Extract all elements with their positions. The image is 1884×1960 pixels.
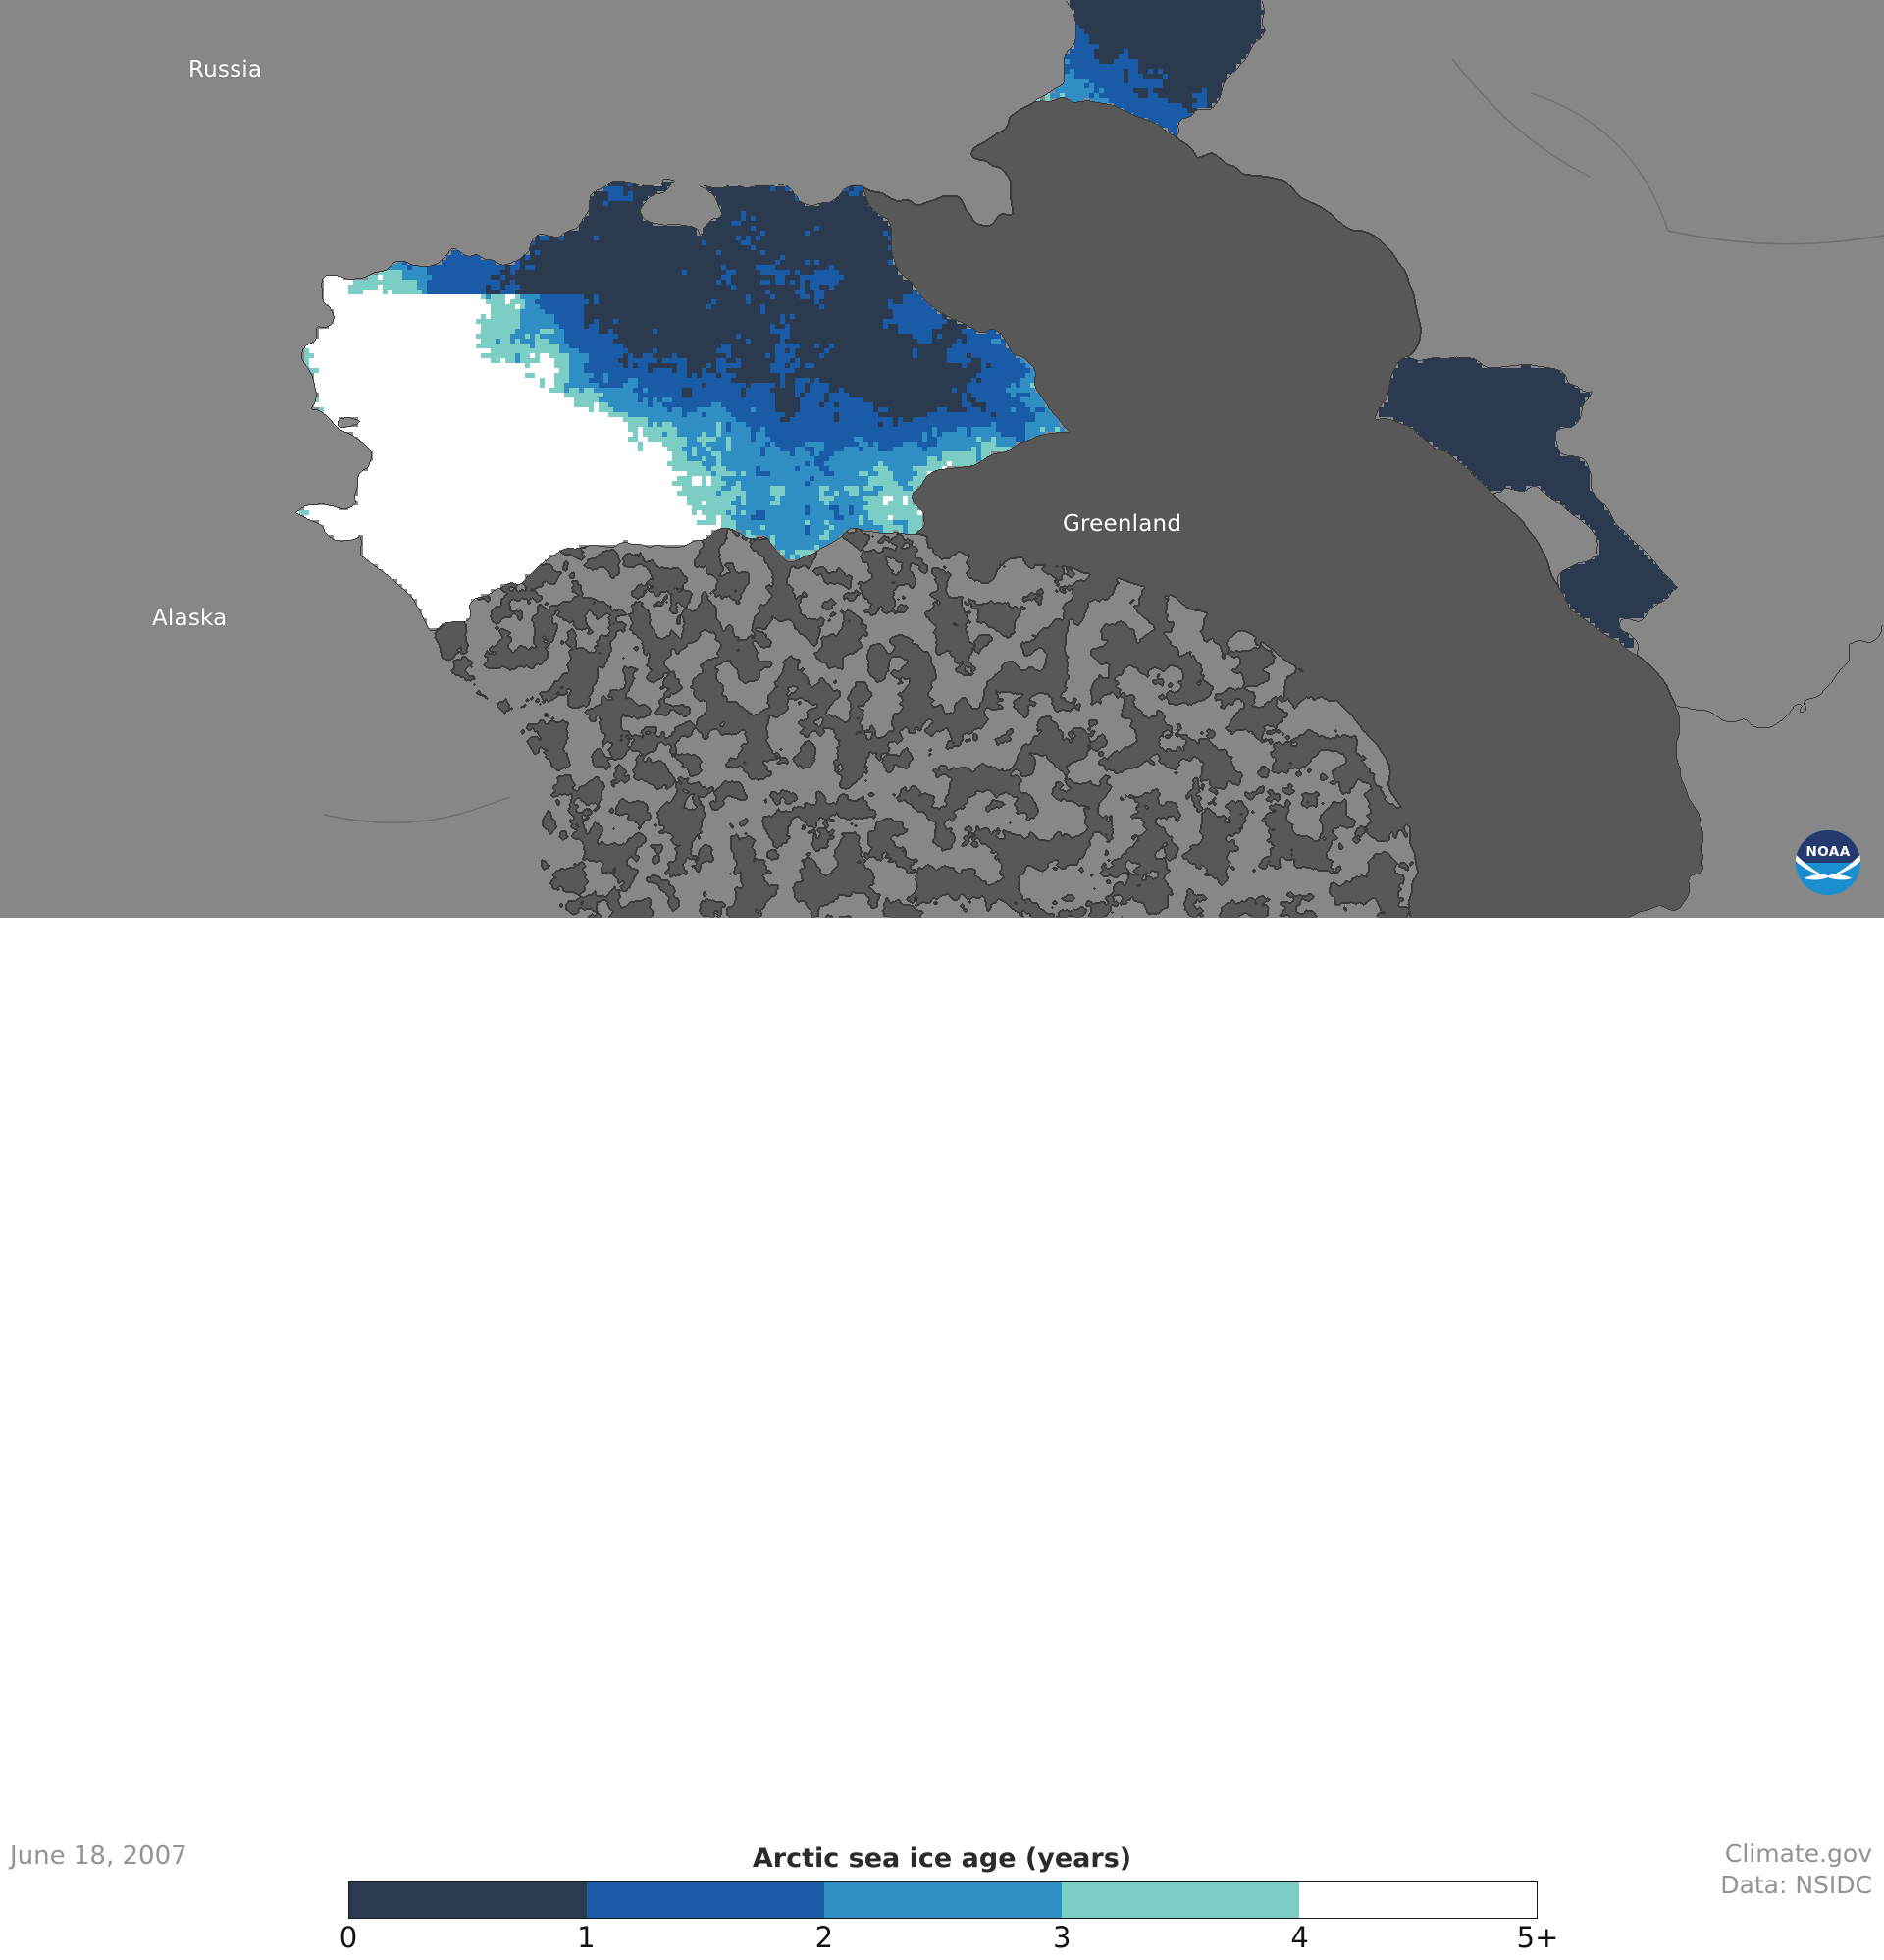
map-label-russia: Russia xyxy=(188,57,263,82)
noaa-logo-text: NOAA xyxy=(1806,844,1850,860)
map-label-alaska: Alaska xyxy=(152,606,228,631)
colorbar-swatch-1 xyxy=(587,1882,824,1918)
colorbar-tick-5plus: 5+ xyxy=(1516,1921,1559,1954)
legend-title: Arctic sea ice age (years) xyxy=(752,1843,1132,1874)
credit-block: Climate.gov Data: NSIDC xyxy=(1720,1838,1872,1901)
colorbar[interactable]: 0 1 2 3 4 5+ xyxy=(340,1881,1558,1954)
colorbar-tick-0: 0 xyxy=(339,1921,358,1954)
credit-climate-gov: Climate.gov xyxy=(1724,1839,1872,1868)
colorbar-tick-3: 3 xyxy=(1052,1921,1072,1954)
colorbar-tick-2: 2 xyxy=(814,1921,834,1954)
colorbar-tick-4: 4 xyxy=(1290,1921,1309,1954)
credit-data-source: Data: NSIDC xyxy=(1720,1871,1872,1899)
colorbar-swatches xyxy=(348,1881,1538,1919)
sea-ice-age-raster xyxy=(0,0,1884,918)
colorbar-swatch-4 xyxy=(1299,1882,1537,1918)
arctic-map[interactable]: Russia Greenland Alaska NOAA xyxy=(0,0,1884,918)
footer-bar: June 18, 2007 Arctic sea ice age (years)… xyxy=(0,918,1884,1954)
colorbar-ticks: 0 1 2 3 4 5+ xyxy=(340,1921,1559,1960)
noaa-logo[interactable]: NOAA xyxy=(1793,827,1863,898)
colorbar-swatch-2 xyxy=(824,1882,1062,1918)
colorbar-swatch-0 xyxy=(349,1882,587,1918)
map-label-greenland: Greenland xyxy=(1063,511,1182,537)
colorbar-tick-1: 1 xyxy=(577,1921,596,1954)
colorbar-swatch-3 xyxy=(1062,1882,1299,1918)
